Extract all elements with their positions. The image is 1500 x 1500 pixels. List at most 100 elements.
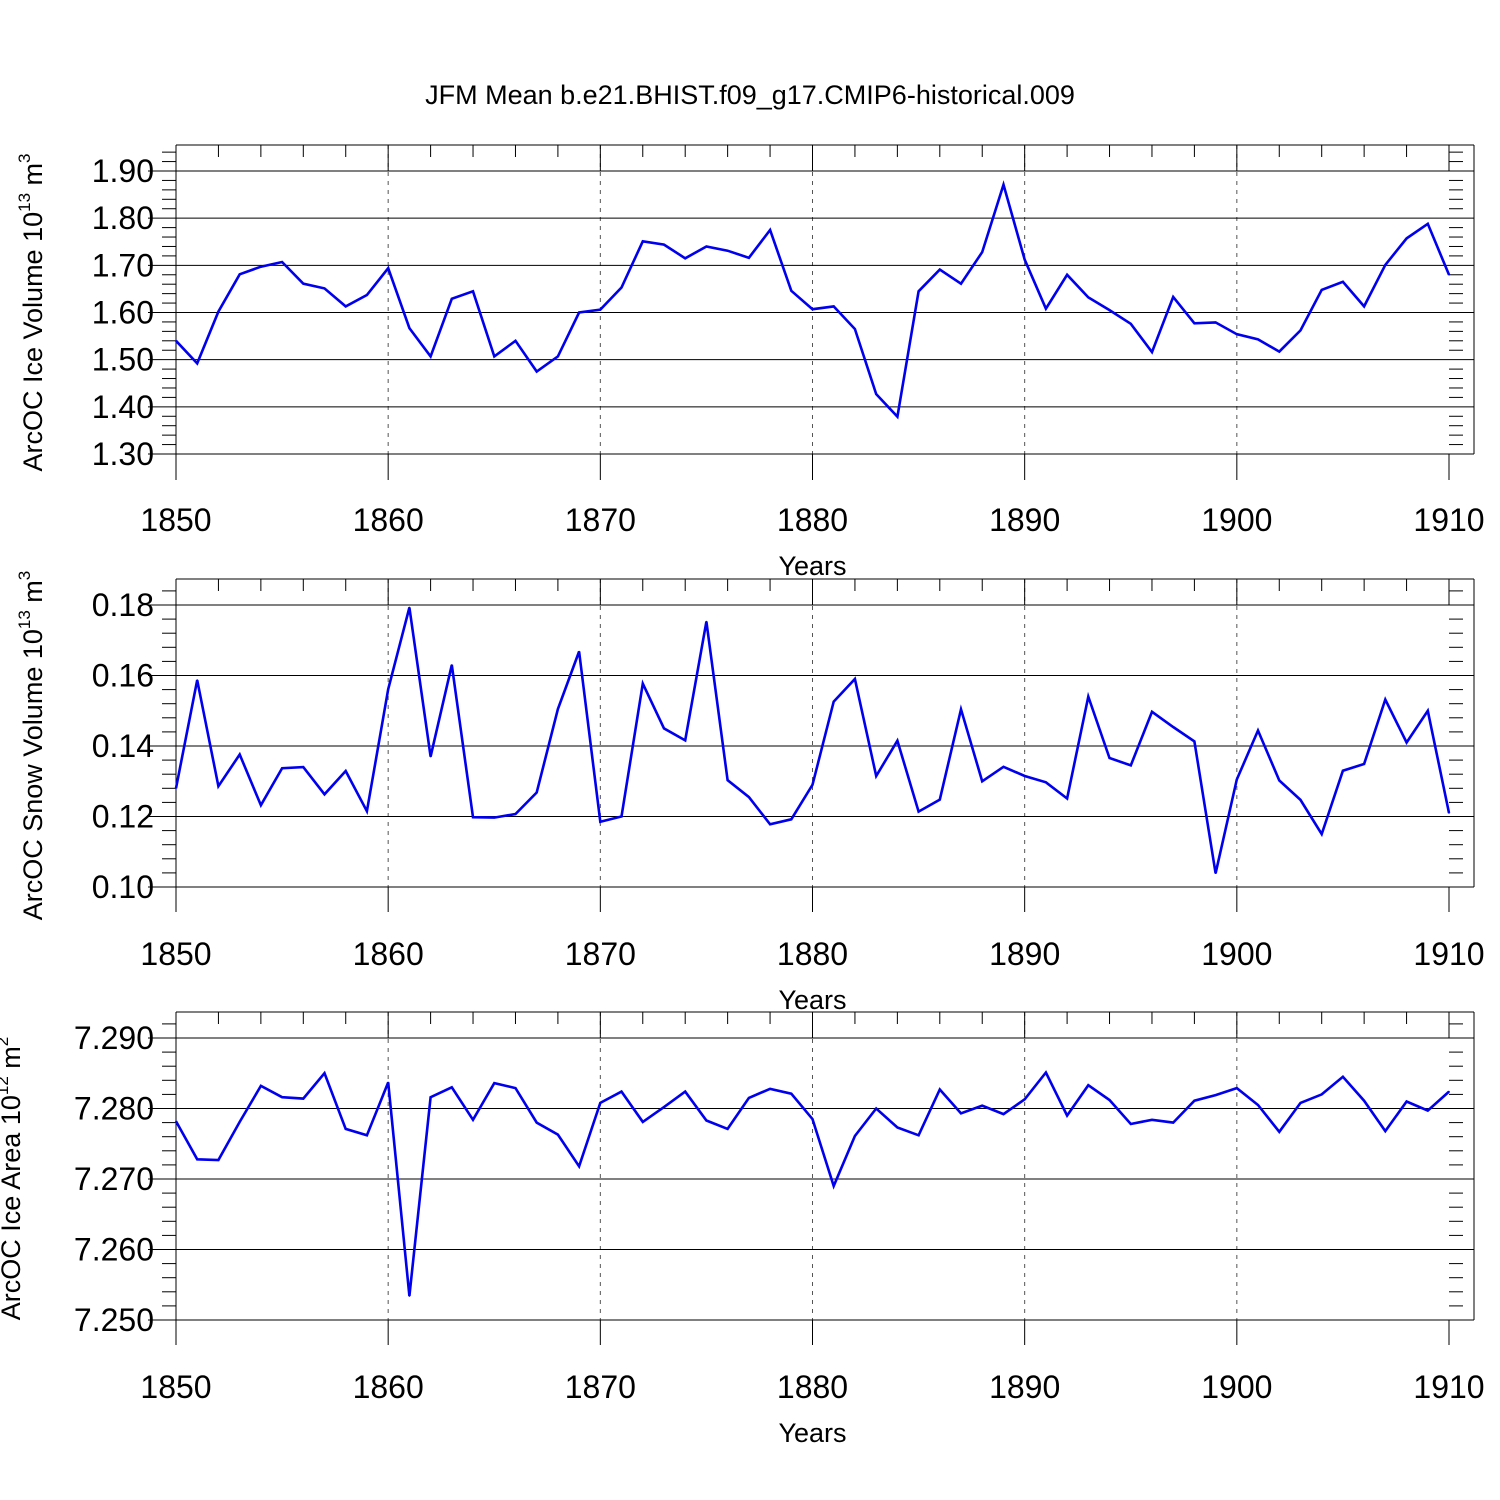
y-tick-label: 7.270 xyxy=(74,1161,154,1197)
data-point xyxy=(1214,1094,1217,1096)
x-tick-label: 1880 xyxy=(777,1369,848,1405)
data-point xyxy=(175,787,177,790)
data-point xyxy=(238,273,241,276)
x-tick-label: 1870 xyxy=(565,502,636,538)
data-point xyxy=(1151,351,1153,353)
x-tick-label: 1880 xyxy=(777,502,848,538)
data-point xyxy=(1129,323,1132,325)
data-point xyxy=(1299,799,1302,801)
data-point xyxy=(1278,350,1281,353)
data-point xyxy=(1023,1098,1026,1101)
data-point xyxy=(472,1118,474,1121)
x-tick-label: 1850 xyxy=(140,502,211,538)
data-point xyxy=(1087,695,1090,698)
data-point xyxy=(854,328,856,330)
data-point xyxy=(175,340,177,342)
x-tick-label: 1900 xyxy=(1201,936,1272,972)
panel-ice-area: 1850 1860 1870 1880 1890 1900 1910 7.250 7.260 7.… xyxy=(0,1011,1485,1448)
data-point xyxy=(238,753,241,756)
data-point xyxy=(790,818,793,821)
data-point xyxy=(260,265,262,268)
data-point xyxy=(832,700,835,703)
x-tick-label: 1890 xyxy=(989,502,1060,538)
data-point xyxy=(175,1120,177,1122)
data-point xyxy=(875,1107,877,1110)
data-point xyxy=(663,1106,665,1108)
data-point xyxy=(684,1090,686,1093)
data-point xyxy=(1320,289,1323,291)
data-point xyxy=(1257,338,1259,341)
data-point xyxy=(281,1096,283,1099)
data-point xyxy=(705,245,708,248)
y-tick-label: 7.290 xyxy=(74,1020,154,1056)
y-tick-label: 0.18 xyxy=(92,587,154,623)
x-tick-label: 1890 xyxy=(989,1369,1060,1405)
data-point xyxy=(939,798,941,801)
data-point xyxy=(726,249,729,252)
data-point xyxy=(557,1133,559,1136)
data-point xyxy=(1066,273,1068,276)
data-point xyxy=(854,1135,856,1137)
data-point xyxy=(748,256,750,259)
y-tick-label: 0.12 xyxy=(92,799,154,835)
x-tick-label: 1850 xyxy=(140,936,211,972)
data-point xyxy=(408,327,411,329)
data-point xyxy=(302,1097,305,1100)
y-tick-label: 1.30 xyxy=(92,436,154,472)
data-point xyxy=(981,1104,984,1107)
data-point xyxy=(217,1159,220,1161)
x-tick-label: 1870 xyxy=(565,1369,636,1405)
data-point xyxy=(323,1072,326,1075)
x-axis-title: Years xyxy=(778,1418,846,1448)
data-point xyxy=(1448,273,1450,276)
data-point xyxy=(1193,740,1196,743)
data-point xyxy=(323,793,326,796)
data-point xyxy=(875,393,877,395)
data-point xyxy=(620,1090,623,1093)
data-point xyxy=(1448,1090,1450,1093)
data-point xyxy=(748,1097,750,1099)
x-tick-label: 1910 xyxy=(1413,1369,1484,1405)
data-point xyxy=(196,362,199,365)
data-point xyxy=(196,679,199,681)
data-point xyxy=(535,1121,538,1124)
y-tick-label: 7.260 xyxy=(74,1232,154,1268)
data-point xyxy=(1172,726,1174,728)
data-point xyxy=(1405,1100,1408,1103)
data-point xyxy=(238,1121,241,1123)
data-point xyxy=(281,261,283,263)
x-tick-label: 1860 xyxy=(353,1369,424,1405)
data-point xyxy=(1426,1109,1429,1112)
data-point xyxy=(811,783,814,786)
data-point xyxy=(641,1121,644,1123)
data-point xyxy=(1193,1099,1196,1102)
x-tick-label: 1910 xyxy=(1413,502,1484,538)
data-point xyxy=(1426,223,1429,225)
data-point xyxy=(1002,765,1005,768)
data-point xyxy=(1299,329,1302,332)
data-point xyxy=(1363,763,1365,765)
data-point xyxy=(557,708,559,710)
y-tick-label: 1.40 xyxy=(92,389,154,425)
data-point xyxy=(535,791,538,794)
data-point xyxy=(663,243,665,246)
data-point xyxy=(302,282,305,285)
data-point xyxy=(917,810,920,813)
data-point xyxy=(514,340,517,342)
data-point xyxy=(260,804,262,807)
data-point xyxy=(578,650,580,653)
data-point xyxy=(1045,307,1047,310)
data-point xyxy=(748,796,750,798)
data-point xyxy=(896,1126,899,1129)
data-point xyxy=(429,355,432,358)
data-point xyxy=(1448,812,1450,814)
figure-title: JFM Mean b.e21.BHIST.f09_g17.CMIP6-histo… xyxy=(425,80,1075,110)
data-point xyxy=(366,1134,368,1137)
data-point xyxy=(1363,305,1365,308)
data-point xyxy=(1087,296,1090,299)
data-point xyxy=(514,1087,517,1089)
data-point xyxy=(344,1128,347,1130)
y-tick-label: 7.280 xyxy=(74,1091,154,1127)
data-point xyxy=(323,287,326,290)
